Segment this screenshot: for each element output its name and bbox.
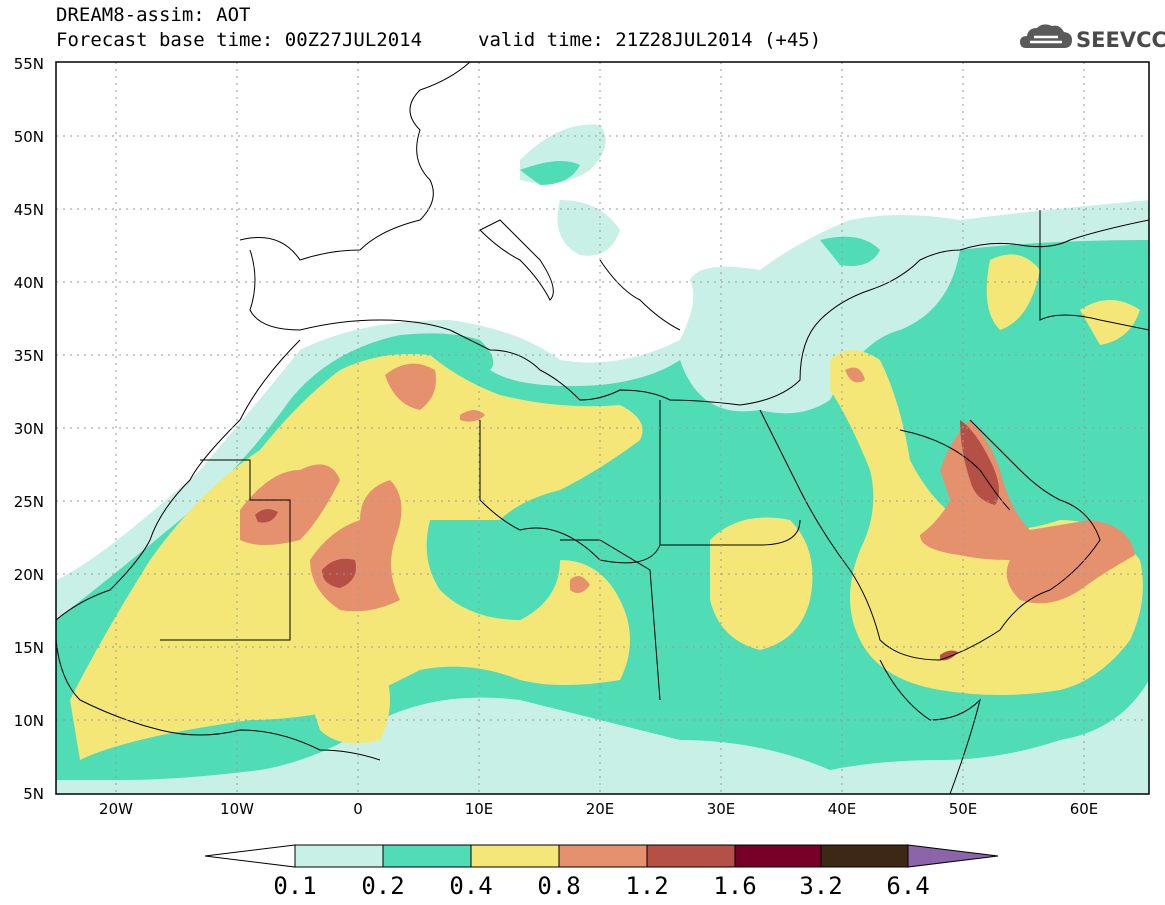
lon-label: 40E (827, 800, 857, 818)
colorbar-label: 0.4 (449, 872, 493, 900)
lon-label: 20W (99, 800, 133, 818)
colorbar-swatch (646, 844, 736, 868)
forecast-base-time: Forecast base time: 00Z27JUL2014 (56, 29, 423, 51)
lon-label: 10W (220, 800, 254, 818)
lat-label: 30N (13, 420, 44, 438)
colorbar-high-arrow (907, 844, 999, 868)
seevccc-logo: SEEVCCC (1018, 18, 1165, 58)
lon-label: 30E (706, 800, 736, 818)
lat-label: 35N (13, 347, 44, 365)
lat-label: 55N (13, 55, 44, 73)
lat-label: 50N (13, 128, 44, 146)
colorbar-swatch (558, 844, 648, 868)
colorbar-label: 1.6 (713, 872, 757, 900)
lat-label: 5N (23, 785, 44, 803)
cloud-icon (1020, 24, 1072, 48)
lat-label: 45N (13, 201, 44, 219)
colorbar-swatch (734, 844, 822, 868)
colorbar-label: 3.2 (799, 872, 843, 900)
colorbar-label: 0.2 (361, 872, 405, 900)
lat-label: 10N (13, 712, 44, 730)
colorbar-label: 6.4 (886, 872, 930, 900)
lat-label: 15N (13, 639, 44, 657)
lon-label: 20E (585, 800, 615, 818)
lon-label: 0 (353, 800, 363, 818)
lon-label: 50E (948, 800, 978, 818)
colorbar-label: 0.1 (273, 872, 317, 900)
valid-time: valid time: 21Z28JUL2014 (+45) (478, 29, 822, 51)
colorbar-label: 1.2 (625, 872, 669, 900)
map-title: DREAM8-assim: AOT (56, 4, 251, 26)
lon-label: 10E (464, 800, 494, 818)
lat-label: 20N (13, 566, 44, 584)
colorbar (204, 844, 999, 868)
lat-label: 40N (13, 274, 44, 292)
colorbar-swatch (820, 844, 909, 868)
lon-label: 60E (1069, 800, 1099, 818)
colorbar-low-arrow (204, 844, 296, 868)
colorbar-swatch (294, 844, 384, 868)
colorbar-swatch (470, 844, 560, 868)
logo-text: SEEVCCC (1076, 28, 1165, 52)
lat-label: 25N (13, 493, 44, 511)
gridlines (56, 62, 1149, 794)
colorbar-swatch (382, 844, 472, 868)
map-frame (55, 61, 1150, 795)
colorbar-label: 0.8 (537, 872, 581, 900)
coastlines (56, 62, 1149, 794)
